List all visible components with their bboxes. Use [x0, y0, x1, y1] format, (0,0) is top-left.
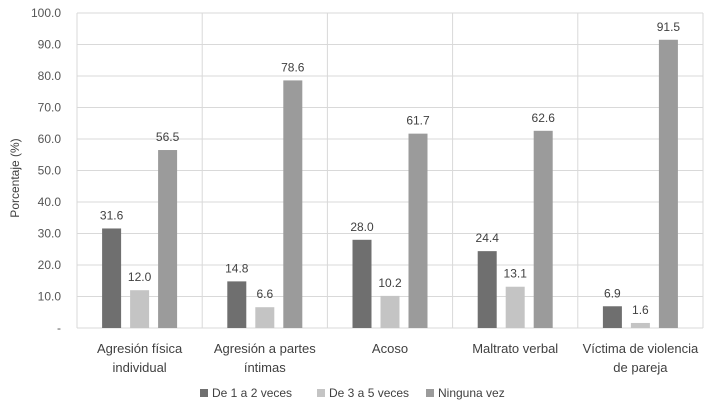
y-tick-label: 10.0 [38, 290, 62, 304]
data-label: 62.6 [532, 111, 556, 125]
legend: De 1 a 2 veces De 3 a 5 veces Ninguna vez [200, 386, 505, 400]
data-label: 13.1 [504, 267, 528, 281]
y-tick-label: 50.0 [38, 164, 62, 178]
y-axis-ticks: - 10.0 20.0 30.0 40.0 50.0 60.0 70.0 80.0 90.0 100… [31, 6, 61, 335]
bar [102, 228, 122, 328]
legend-swatch [426, 389, 434, 397]
y-tick-label: 100.0 [31, 6, 61, 20]
y-tick-label: 60.0 [38, 132, 62, 146]
x-category-label: de pareja [613, 360, 668, 375]
y-tick-label: 30.0 [38, 227, 62, 241]
y-tick-label: 80.0 [38, 69, 62, 83]
bar [630, 322, 650, 328]
data-label: 10.2 [378, 276, 402, 290]
legend-swatch [200, 389, 208, 397]
data-labels: 31.6 12.0 56.5 14.8 6.6 78.6 28.0 10.2 61.7 24.4 1… [100, 20, 680, 317]
x-category-label: Maltrato verbal [472, 341, 558, 356]
y-tick-label: 90.0 [38, 38, 62, 52]
legend-label: De 3 a 5 veces [329, 386, 409, 400]
bar [352, 239, 372, 328]
y-tick-label: 70.0 [38, 101, 62, 115]
x-axis-categories: Agresión física individual Agresión a part… [97, 341, 699, 375]
bar [533, 130, 553, 328]
bar [255, 307, 275, 328]
bar [158, 150, 178, 328]
x-category-label: íntimas [244, 360, 286, 375]
legend-label: De 1 a 2 veces [212, 386, 292, 400]
x-category-label: Agresión física [97, 341, 183, 356]
data-label: 1.6 [632, 303, 649, 317]
bar [602, 306, 622, 328]
x-category-label: Agresión a partes [214, 341, 316, 356]
data-label: 28.0 [350, 220, 374, 234]
bar [408, 133, 428, 328]
bar [505, 286, 525, 328]
legend-swatch [317, 389, 325, 397]
data-label: 31.6 [100, 208, 124, 222]
bar [227, 281, 247, 328]
data-label: 61.7 [406, 114, 430, 128]
data-label: 78.6 [281, 60, 305, 74]
data-label: 24.4 [476, 231, 500, 245]
bars [102, 39, 678, 329]
legend-label: Ninguna vez [438, 386, 505, 400]
x-category-label: individual [112, 360, 166, 375]
y-axis-title: Porcentaje (%) [8, 138, 22, 217]
data-label: 56.5 [156, 130, 180, 144]
y-tick-label: - [57, 321, 61, 335]
data-label: 91.5 [657, 20, 681, 34]
data-label: 12.0 [128, 270, 152, 284]
data-label: 6.6 [256, 287, 273, 301]
bar [477, 251, 497, 328]
x-category-label: Víctima de violencia [583, 341, 699, 356]
gridlines [76, 12, 704, 329]
bar [130, 290, 150, 328]
y-tick-label: 40.0 [38, 195, 62, 209]
y-tick-label: 20.0 [38, 258, 62, 272]
bar [283, 80, 303, 328]
bar [658, 39, 678, 329]
bar [380, 295, 400, 328]
data-label: 6.9 [604, 286, 621, 300]
x-category-label: Acoso [372, 341, 408, 356]
data-label: 14.8 [225, 261, 249, 275]
